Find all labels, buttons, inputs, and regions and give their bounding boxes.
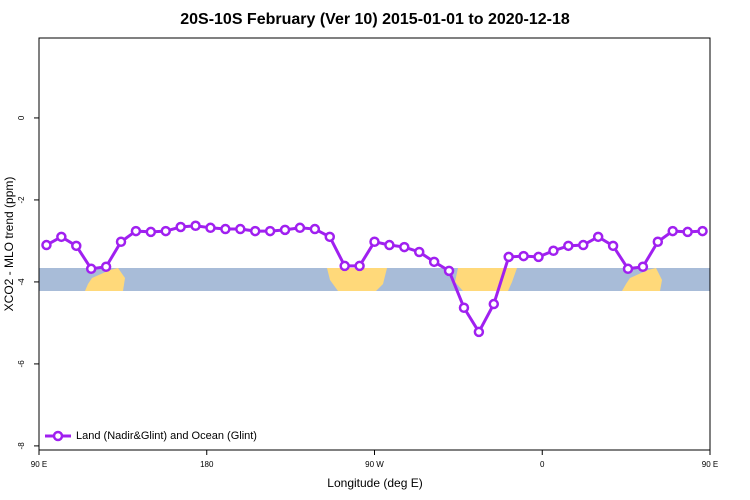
x-tick-label: 180	[200, 460, 214, 469]
data-point	[56, 231, 67, 243]
data-point	[413, 246, 425, 258]
data-point	[115, 236, 127, 247]
data-point	[264, 225, 276, 237]
y-tick-label: -6	[17, 360, 26, 368]
legend-label: Land (Nadir&Glint) and Ocean (Glint)	[76, 430, 257, 442]
data-point	[369, 236, 380, 247]
land-ocean-strip	[39, 268, 710, 291]
data-point	[85, 263, 97, 275]
land-area	[85, 268, 125, 291]
data-point	[697, 225, 708, 237]
data-point	[71, 240, 82, 252]
data-point	[652, 236, 664, 247]
data-point	[279, 224, 291, 236]
data-point	[622, 263, 634, 275]
x-tick-label: 90 W	[365, 460, 384, 469]
legend-marker	[52, 430, 64, 442]
data-point	[309, 223, 321, 235]
chart-title: 20S-10S February (Ver 10) 2015-01-01 to …	[180, 11, 570, 28]
data-point	[443, 265, 455, 277]
data-point	[473, 326, 485, 338]
land-area	[327, 268, 387, 291]
data-point	[294, 222, 306, 234]
data-point	[384, 239, 395, 251]
x-tick-label: 0	[540, 460, 545, 469]
y-tick-label: -4	[17, 278, 26, 286]
data-point	[205, 222, 216, 234]
data-point	[607, 240, 619, 252]
y-tick-label: -2	[17, 196, 26, 204]
y-tick-label: 0	[17, 115, 26, 120]
data-point	[682, 226, 693, 238]
x-axis-title: Longitude (deg E)	[327, 476, 422, 490]
x-tick-label: 90 E	[31, 460, 47, 469]
data-point	[428, 256, 440, 268]
data-point	[339, 260, 350, 272]
y-axis-title: XCO2 - MLO trend (ppm)	[2, 177, 16, 312]
data-point	[175, 221, 186, 233]
data-point	[190, 220, 201, 232]
data-point	[130, 225, 142, 237]
data-point	[503, 251, 514, 263]
data-point	[533, 251, 544, 263]
data-point	[488, 298, 500, 310]
data-point	[235, 223, 246, 235]
x-tick-label: 90 E	[702, 460, 718, 469]
data-point	[145, 226, 157, 238]
data-point	[354, 260, 365, 272]
data-point	[249, 225, 261, 237]
data-point	[399, 241, 410, 253]
data-point	[220, 223, 231, 235]
data-point	[667, 225, 678, 237]
data-point	[100, 261, 112, 273]
land-area	[455, 268, 517, 291]
data-point	[563, 240, 574, 252]
y-tick-label: -8	[17, 442, 26, 450]
data-point	[548, 245, 559, 257]
data-point	[518, 250, 529, 262]
data-point	[160, 225, 171, 237]
data-point	[458, 302, 470, 313]
data-point	[41, 239, 52, 251]
data-point	[324, 231, 336, 243]
data-point	[592, 231, 604, 243]
data-point	[578, 239, 589, 251]
data-point	[637, 261, 649, 273]
land-area	[622, 268, 662, 291]
